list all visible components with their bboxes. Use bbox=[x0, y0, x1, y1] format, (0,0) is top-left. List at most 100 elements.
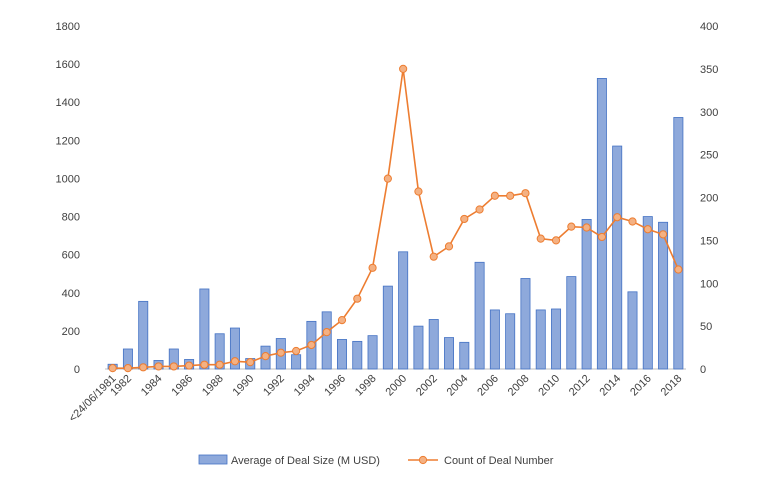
left-tick-label: 0 bbox=[74, 364, 80, 376]
left-tick-label: 800 bbox=[62, 212, 80, 224]
deal-count-point-1993 bbox=[292, 346, 301, 356]
bar-1989 bbox=[229, 327, 240, 370]
x-tick-label: 1988 bbox=[200, 373, 226, 399]
x-tick-label: 1998 bbox=[353, 373, 379, 399]
deal-count-point-2001 bbox=[414, 187, 423, 196]
deal-count-point-2010 bbox=[551, 236, 561, 245]
deal-count-point-2005 bbox=[475, 205, 484, 214]
bar-2012 bbox=[581, 219, 592, 370]
deal-count-point-2002 bbox=[429, 252, 438, 261]
right-tick-label: 300 bbox=[700, 107, 718, 119]
deal-count-point-2014 bbox=[613, 213, 622, 222]
bar-2014 bbox=[612, 145, 623, 370]
right-tick-label: 400 bbox=[700, 21, 718, 33]
bar-2011 bbox=[566, 276, 577, 370]
bar-2000 bbox=[398, 251, 409, 370]
deal-count-point-1997 bbox=[353, 294, 362, 303]
bar-2017 bbox=[658, 221, 669, 370]
left-tick-label: 1000 bbox=[56, 173, 80, 185]
x-tick-label: 2008 bbox=[506, 373, 532, 399]
legend-line-label: Count of Deal Number bbox=[444, 455, 554, 467]
deal-count-point-1983 bbox=[139, 363, 148, 372]
bar-1983 bbox=[138, 300, 149, 370]
x-tick-label: <24/06/1981 bbox=[67, 373, 119, 425]
bar-2010 bbox=[551, 308, 562, 370]
left-tick-label: 600 bbox=[62, 250, 80, 262]
deal-count-point-1986 bbox=[184, 361, 194, 370]
bar-2016 bbox=[642, 216, 653, 370]
bar-1987 bbox=[199, 288, 210, 370]
deal-count-point-2013 bbox=[597, 232, 607, 242]
x-tick-label: 2014 bbox=[598, 373, 624, 399]
bar-1996 bbox=[336, 339, 347, 370]
deal-count-point-2012 bbox=[582, 223, 591, 232]
x-tick-label: 2000 bbox=[383, 373, 409, 399]
deal-count-point-1988 bbox=[215, 360, 224, 369]
right-tick-label: 50 bbox=[700, 321, 712, 333]
line-series bbox=[108, 64, 683, 373]
deal-count-point-2000 bbox=[399, 64, 408, 73]
right-tick-label: 150 bbox=[700, 235, 718, 247]
deal-count-point-<24/06/1981 bbox=[108, 364, 117, 373]
bar-2004 bbox=[459, 341, 470, 370]
x-tick-label: 2010 bbox=[536, 373, 562, 399]
deal-count-point-2007 bbox=[506, 191, 515, 200]
bar-1993 bbox=[291, 354, 302, 370]
deal-count-point-2015 bbox=[628, 217, 637, 226]
bar-1988 bbox=[214, 333, 225, 370]
x-tick-label: 2012 bbox=[567, 373, 593, 399]
deal-count-point-1998 bbox=[368, 263, 377, 272]
x-tick-label: 1996 bbox=[322, 373, 348, 399]
bar-1997 bbox=[352, 340, 363, 370]
legend-bar-swatch bbox=[198, 454, 228, 465]
deal-count-point-2011 bbox=[567, 222, 576, 231]
bar-1998 bbox=[367, 335, 378, 370]
deal-count-point-2017 bbox=[658, 230, 668, 239]
legend: Average of Deal Size (M USD) Count of De… bbox=[198, 454, 554, 467]
right-axis-ticks: 0 50 100 150 200 250 300 350 400 bbox=[700, 21, 718, 376]
deal-count-point-1990 bbox=[246, 358, 255, 367]
x-tick-label: 1990 bbox=[231, 373, 257, 399]
x-tick-label: 2004 bbox=[445, 373, 471, 399]
right-tick-label: 200 bbox=[700, 193, 718, 205]
deal-count-point-1982 bbox=[123, 364, 133, 373]
x-tick-label: 1986 bbox=[169, 373, 195, 399]
x-tick-label: 2002 bbox=[414, 373, 440, 399]
bar-2018 bbox=[673, 117, 684, 370]
bar-2002 bbox=[428, 319, 439, 370]
x-tick-label: 1994 bbox=[292, 373, 318, 399]
x-tick-label: 1992 bbox=[261, 373, 287, 399]
deal-count-point-1991 bbox=[261, 352, 270, 361]
left-tick-label: 1200 bbox=[56, 135, 80, 147]
bar-2013 bbox=[596, 78, 607, 370]
deal-count-point-1989 bbox=[230, 357, 240, 366]
deal-count-point-2018 bbox=[674, 265, 683, 274]
x-tick-label: 1984 bbox=[139, 373, 165, 399]
bar-1995 bbox=[321, 311, 332, 370]
deal-count-point-2006 bbox=[490, 191, 499, 200]
deal-count-point-2003 bbox=[444, 242, 454, 251]
left-axis-ticks: 0 200 400 600 800 1000 1200 1400 1600 1800 bbox=[56, 21, 80, 376]
right-tick-label: 250 bbox=[700, 150, 718, 162]
deal-count-point-1984 bbox=[154, 362, 163, 371]
bar-2001 bbox=[413, 325, 424, 370]
left-tick-label: 200 bbox=[62, 326, 80, 338]
deal-count-point-1999 bbox=[383, 174, 392, 183]
x-tick-label: 2006 bbox=[475, 373, 501, 399]
deal-count-point-2009 bbox=[536, 234, 545, 243]
bar-2005 bbox=[474, 261, 485, 370]
deal-count-point-1996 bbox=[337, 316, 347, 325]
left-tick-label: 1600 bbox=[56, 59, 80, 71]
bar-2009 bbox=[535, 309, 546, 370]
bar-2007 bbox=[505, 313, 516, 370]
bar-2008 bbox=[520, 278, 531, 370]
right-tick-label: 100 bbox=[700, 278, 718, 290]
bar-1999 bbox=[382, 285, 393, 370]
legend-bar-label: Average of Deal Size (M USD) bbox=[231, 455, 380, 467]
deal-count-line bbox=[112, 68, 680, 369]
deal-count-point-1992 bbox=[276, 348, 285, 357]
bar-2003 bbox=[444, 337, 454, 370]
